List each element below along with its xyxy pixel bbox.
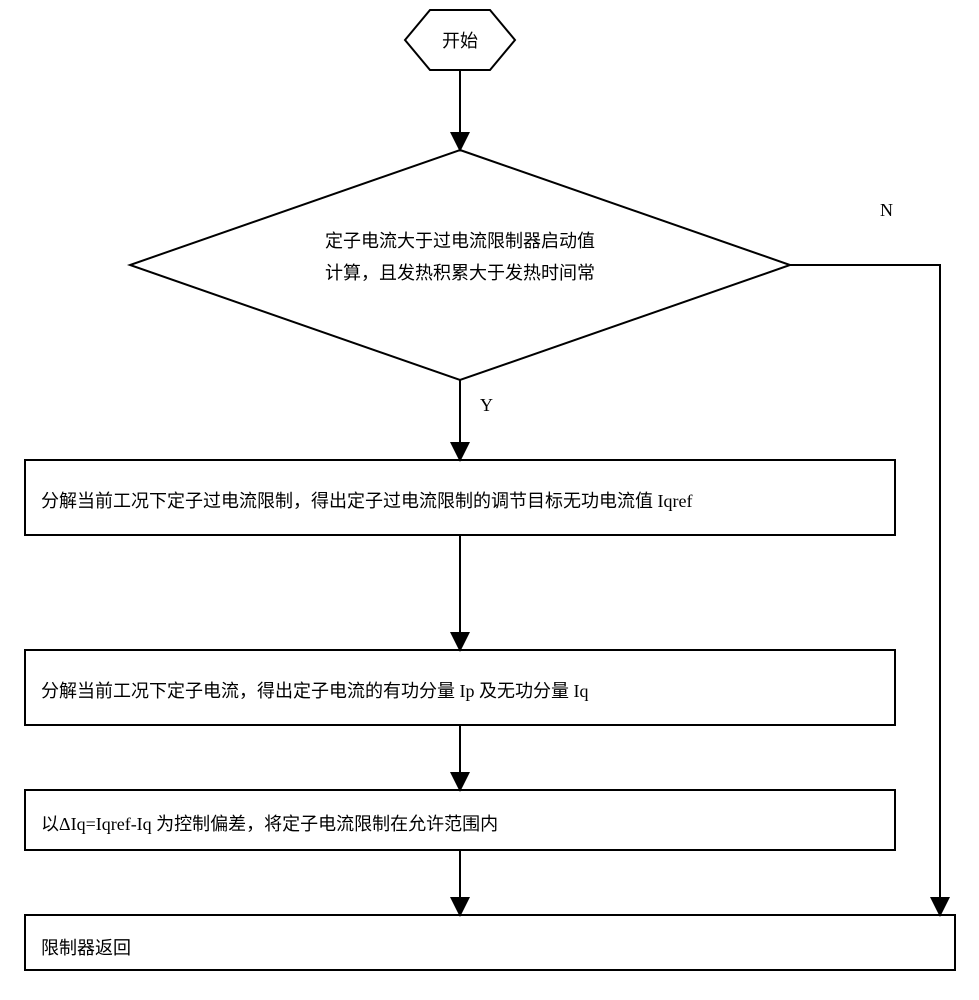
decision-label-line2: 计算，且发热积累大于发热时间常	[230, 257, 690, 289]
edge-no-label: N	[880, 200, 893, 221]
process4-label: 限制器返回	[25, 922, 955, 975]
edge-yes-label: Y	[480, 395, 493, 416]
process1-label: 分解当前工况下定子过电流限制，得出定子过电流限制的调节目标无功电流值 Iqref	[25, 475, 895, 528]
process2-label: 分解当前工况下定子电流，得出定子电流的有功分量 Ip 及无功分量 Iq	[25, 665, 895, 718]
decision-label-line1: 定子电流大于过电流限制器启动值	[230, 225, 690, 257]
process3-label: 以ΔIq=Iqref-Iq 为控制偏差，将定子电流限制在允许范围内	[25, 798, 895, 851]
flowchart-container: 开始 定子电流大于过电流限制器启动值 计算，且发热积累大于发热时间常 Y N 分…	[0, 0, 979, 1000]
decision-label: 定子电流大于过电流限制器启动值 计算，且发热积累大于发热时间常	[230, 225, 690, 290]
start-label: 开始	[405, 25, 515, 57]
